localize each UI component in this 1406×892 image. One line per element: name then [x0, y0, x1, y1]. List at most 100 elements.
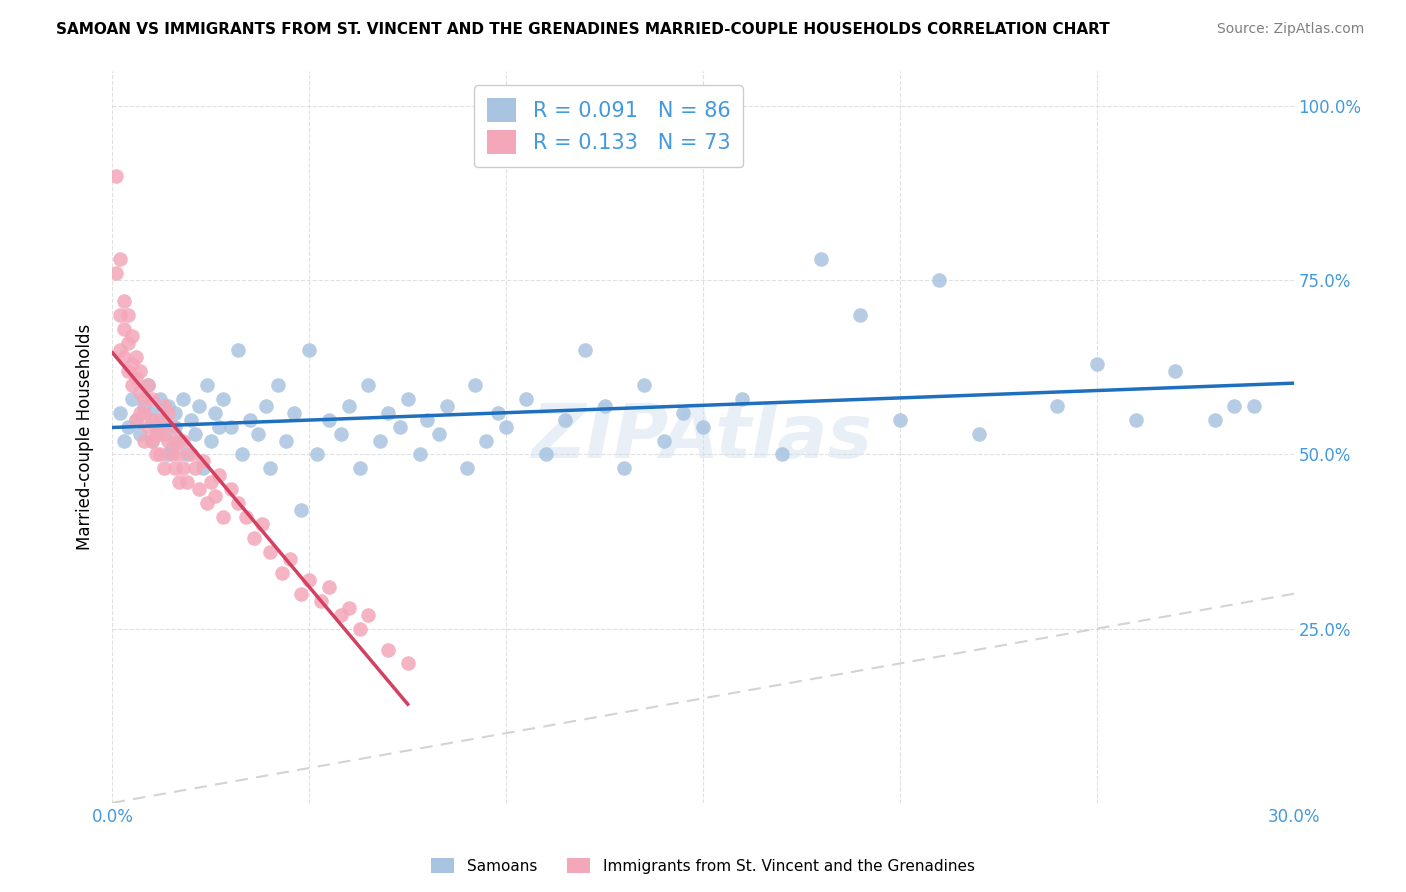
Point: [141, 406, 163, 420]
Point: [633, 377, 655, 392]
Point: [110, 252, 132, 267]
Point: [337, 600, 360, 615]
Point: [184, 461, 207, 475]
Point: [156, 448, 179, 462]
Point: [239, 412, 262, 426]
Point: [396, 657, 419, 671]
Point: [191, 454, 214, 468]
Point: [357, 377, 380, 392]
Point: [176, 448, 198, 462]
Point: [156, 399, 179, 413]
Point: [337, 399, 360, 413]
Point: [593, 399, 616, 413]
Point: [270, 566, 292, 580]
Point: [149, 426, 172, 441]
Point: [416, 412, 439, 426]
Point: [121, 329, 143, 343]
Point: [180, 448, 202, 462]
Point: [136, 377, 159, 392]
Point: [486, 406, 509, 420]
Point: [219, 483, 242, 497]
Point: [195, 496, 218, 510]
Point: [112, 350, 135, 364]
Point: [195, 377, 218, 392]
Point: [329, 607, 352, 622]
Point: [770, 448, 793, 462]
Point: [172, 434, 194, 448]
Point: [121, 392, 143, 406]
Point: [149, 412, 172, 426]
Point: [129, 384, 152, 399]
Point: [152, 399, 174, 413]
Point: [152, 426, 174, 441]
Point: [250, 517, 273, 532]
Point: [110, 308, 132, 322]
Point: [318, 580, 340, 594]
Point: [136, 419, 159, 434]
Y-axis label: Married-couple Households: Married-couple Households: [76, 324, 94, 550]
Point: [110, 406, 132, 420]
Point: [191, 461, 214, 475]
Point: [1046, 399, 1069, 413]
Point: [534, 448, 557, 462]
Point: [309, 594, 332, 608]
Point: [731, 392, 754, 406]
Point: [228, 496, 250, 510]
Point: [117, 364, 139, 378]
Point: [208, 419, 231, 434]
Point: [121, 357, 143, 371]
Point: [283, 406, 305, 420]
Point: [160, 448, 183, 462]
Point: [121, 377, 143, 392]
Point: [160, 419, 183, 434]
Point: [329, 426, 352, 441]
Text: SAMOAN VS IMMIGRANTS FROM ST. VINCENT AND THE GRENADINES MARRIED-COUPLE HOUSEHOL: SAMOAN VS IMMIGRANTS FROM ST. VINCENT AN…: [56, 22, 1109, 37]
Point: [129, 426, 152, 441]
Point: [132, 406, 155, 420]
Point: [125, 412, 148, 426]
Point: [132, 399, 155, 413]
Point: [228, 343, 250, 357]
Point: [235, 510, 257, 524]
Point: [129, 364, 152, 378]
Point: [436, 399, 458, 413]
Point: [377, 406, 399, 420]
Point: [318, 412, 340, 426]
Point: [165, 406, 187, 420]
Point: [464, 377, 486, 392]
Point: [427, 426, 450, 441]
Point: [278, 552, 301, 566]
Point: [112, 434, 135, 448]
Point: [211, 510, 233, 524]
Point: [1125, 412, 1147, 426]
Point: [408, 448, 430, 462]
Point: [368, 434, 391, 448]
Point: [1223, 399, 1246, 413]
Point: [849, 308, 872, 322]
Point: [176, 475, 198, 490]
Point: [290, 503, 312, 517]
Point: [141, 434, 163, 448]
Point: [125, 412, 148, 426]
Point: [200, 434, 222, 448]
Point: [231, 448, 253, 462]
Point: [117, 336, 139, 351]
Point: [1243, 399, 1265, 413]
Point: [357, 607, 380, 622]
Point: [219, 419, 242, 434]
Point: [259, 545, 281, 559]
Point: [117, 419, 139, 434]
Point: [112, 294, 135, 309]
Point: [349, 461, 371, 475]
Point: [515, 392, 537, 406]
Point: [141, 392, 163, 406]
Point: [117, 308, 139, 322]
Point: [152, 412, 174, 426]
Point: [274, 434, 297, 448]
Point: [204, 406, 226, 420]
Point: [156, 406, 179, 420]
Point: [259, 461, 281, 475]
Point: [156, 434, 179, 448]
Point: [307, 448, 329, 462]
Point: [125, 371, 148, 385]
